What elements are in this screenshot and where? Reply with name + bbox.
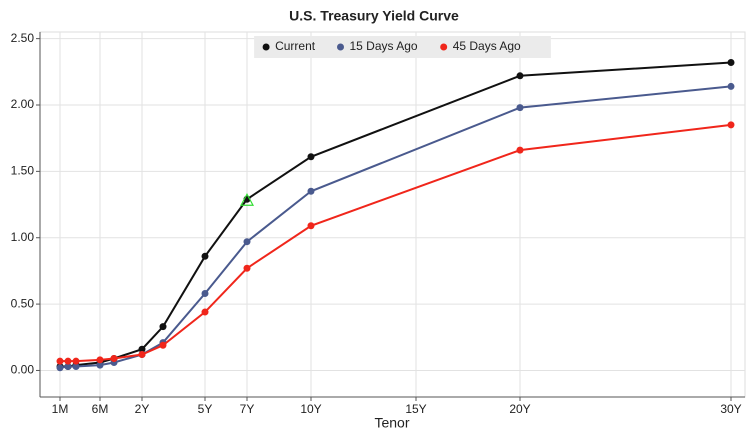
chart-title: U.S. Treasury Yield Curve	[289, 8, 459, 24]
x-tick-label: 2Y	[135, 402, 150, 416]
data-point	[56, 364, 64, 372]
data-point	[96, 361, 104, 369]
data-point	[138, 351, 146, 359]
data-point	[159, 341, 167, 349]
y-tick-label: 0.00	[11, 363, 35, 377]
data-point	[159, 323, 167, 331]
legend-marker	[337, 43, 344, 51]
x-tick-label: 5Y	[198, 402, 213, 416]
data-point	[56, 357, 64, 365]
data-point	[516, 72, 524, 80]
highlight-marker	[239, 192, 255, 206]
data-point	[138, 345, 146, 353]
legend-label: 15 Days Ago	[350, 39, 418, 53]
data-point	[201, 252, 209, 260]
data-point	[727, 82, 735, 90]
data-point	[243, 238, 251, 246]
legend-box	[254, 36, 551, 58]
series-line	[60, 61, 732, 368]
legend-label: 45 Days Ago	[453, 39, 521, 53]
y-tick-label: 2.50	[11, 31, 35, 45]
y-tick-label: 1.50	[11, 164, 35, 178]
x-tick-label: 15Y	[405, 402, 426, 416]
x-tick-label: 1M	[52, 402, 69, 416]
data-point	[110, 355, 118, 363]
legend-marker	[440, 43, 448, 51]
y-tick-label: 2.00	[11, 97, 35, 111]
x-tick-label: 10Y	[300, 402, 321, 416]
data-point	[243, 264, 251, 272]
data-point	[516, 146, 524, 154]
y-tick-label: 0.50	[11, 296, 35, 310]
legend-marker	[262, 43, 270, 51]
x-tick-label: 30Y	[720, 402, 741, 416]
legend-label: Current	[275, 39, 316, 53]
data-point	[727, 121, 735, 129]
x-axis-label: Tenor	[374, 415, 409, 431]
data-point	[307, 187, 315, 195]
plot-area	[39, 31, 746, 398]
data-point	[64, 357, 72, 365]
legend: Current 15 Days Ago 45 Days Ago	[254, 36, 551, 58]
data-point	[96, 356, 104, 364]
data-point	[307, 153, 315, 161]
data-point	[727, 59, 735, 67]
x-tick-label: 20Y	[509, 402, 530, 416]
y-tick-label: 1.00	[11, 230, 35, 244]
data-point	[307, 222, 315, 230]
data-point	[72, 357, 80, 365]
x-tick-label: 6M	[92, 402, 109, 416]
data-point	[64, 362, 72, 370]
data-point	[201, 308, 209, 316]
data-point	[516, 104, 524, 112]
data-point	[72, 362, 80, 370]
data-point	[201, 289, 209, 297]
x-tick-label: 7Y	[240, 402, 255, 416]
